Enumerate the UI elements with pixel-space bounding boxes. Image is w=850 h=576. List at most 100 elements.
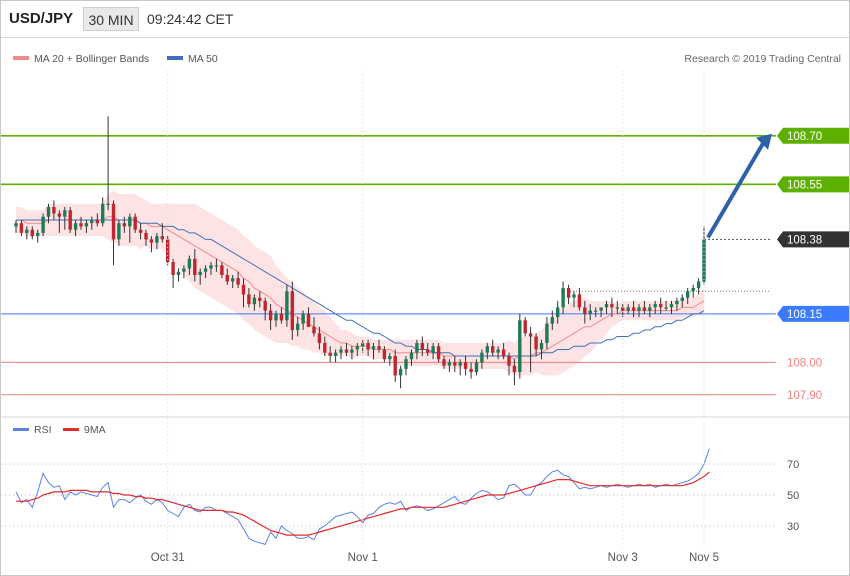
level-label-bg [777,231,849,248]
candle-body [691,288,695,292]
candle-body [518,320,522,373]
level-label-108-15: 108.15 [777,305,849,322]
candle-body [404,359,408,369]
candle-body [214,265,219,267]
candle [198,268,202,285]
9ma-legend-label: 9MA [84,424,106,436]
candle-body [68,210,72,230]
rsi-tick-label: 30 [787,521,799,533]
candle [371,343,376,360]
candle-body [198,271,202,275]
level-label-bg [777,305,849,322]
candle-body [420,343,424,350]
candle-body [550,317,554,324]
candle [566,284,571,305]
candle [404,356,408,376]
candle-body [485,346,489,353]
candle [73,220,78,237]
candle-body [241,284,246,295]
bollinger-band-area [16,190,704,376]
candle-body [333,352,338,356]
timeframe-selector[interactable]: 30 MIN [83,7,139,31]
level-lines [1,135,776,396]
candle [68,207,72,233]
candle-body [296,323,300,331]
candle-body [258,297,262,301]
level-label-108-70: 108.70 [777,127,849,144]
candle-body [594,310,598,312]
candle [252,294,257,311]
candle [41,213,45,237]
candle-body [680,297,684,301]
clock-label: 09:24:42 CET [147,11,234,27]
candle-body [176,271,181,275]
level-label-108-00: 108.00 [787,357,822,369]
candle [669,300,674,314]
candle-body [361,343,365,347]
candle-body [149,239,154,243]
candle-body [84,223,89,227]
candle [523,317,527,337]
candle [648,304,652,318]
candle-body [160,236,164,240]
candle-body [637,307,641,311]
candle-body [631,307,636,311]
candle-body [106,203,110,205]
candle [512,359,517,386]
candle-body [556,307,560,318]
candle [90,216,94,230]
candle-body [19,223,24,233]
candle-body [496,349,500,353]
candle [507,352,511,376]
level-label-text: 108.00 [787,357,822,369]
symbol-label: USD/JPY [9,10,74,27]
candle [675,297,679,311]
candle [469,362,473,379]
candle-body [268,310,273,321]
chart-header: USD/JPY 30 MIN 09:24:42 CET [1,1,849,38]
candle [306,307,311,327]
ma50-legend-swatch [167,56,183,60]
candle-body [355,346,359,350]
candle-body [306,313,311,327]
candle-body [523,320,527,334]
candle-body [344,349,349,353]
date-label: Nov 1 [348,552,378,564]
candle [528,326,533,373]
candle-body [393,356,397,376]
candle [263,297,267,321]
candle [323,336,327,356]
candle [117,220,121,246]
candle [101,197,105,227]
candle-body [626,307,630,311]
level-label-text: 108.38 [787,234,822,246]
forecast-arrow-head [756,133,772,150]
candle-body [25,229,29,233]
rsi-tick-label: 50 [787,490,799,502]
candle [610,297,614,318]
candle [79,216,83,230]
candle-body [388,356,392,360]
candle [355,343,359,356]
candle-body [426,349,430,353]
rsi-line [15,448,710,546]
level-label-bg [777,127,849,144]
candle [539,339,544,360]
candle [572,291,576,308]
candle-body [501,349,506,356]
candle [545,317,549,350]
candle [279,307,284,324]
candle-body [122,223,126,227]
candle-body [155,236,159,243]
candle-body [659,304,663,308]
candle [296,317,300,337]
candle [599,307,603,318]
date-label: Nov 3 [608,552,638,564]
level-label-108-38: 108.38 [777,231,849,248]
candle [160,223,164,243]
candle-body [480,352,484,363]
candle [350,346,354,360]
candle-body [30,229,34,237]
forecast-arrow-shaft [706,140,766,239]
candle [621,304,625,318]
